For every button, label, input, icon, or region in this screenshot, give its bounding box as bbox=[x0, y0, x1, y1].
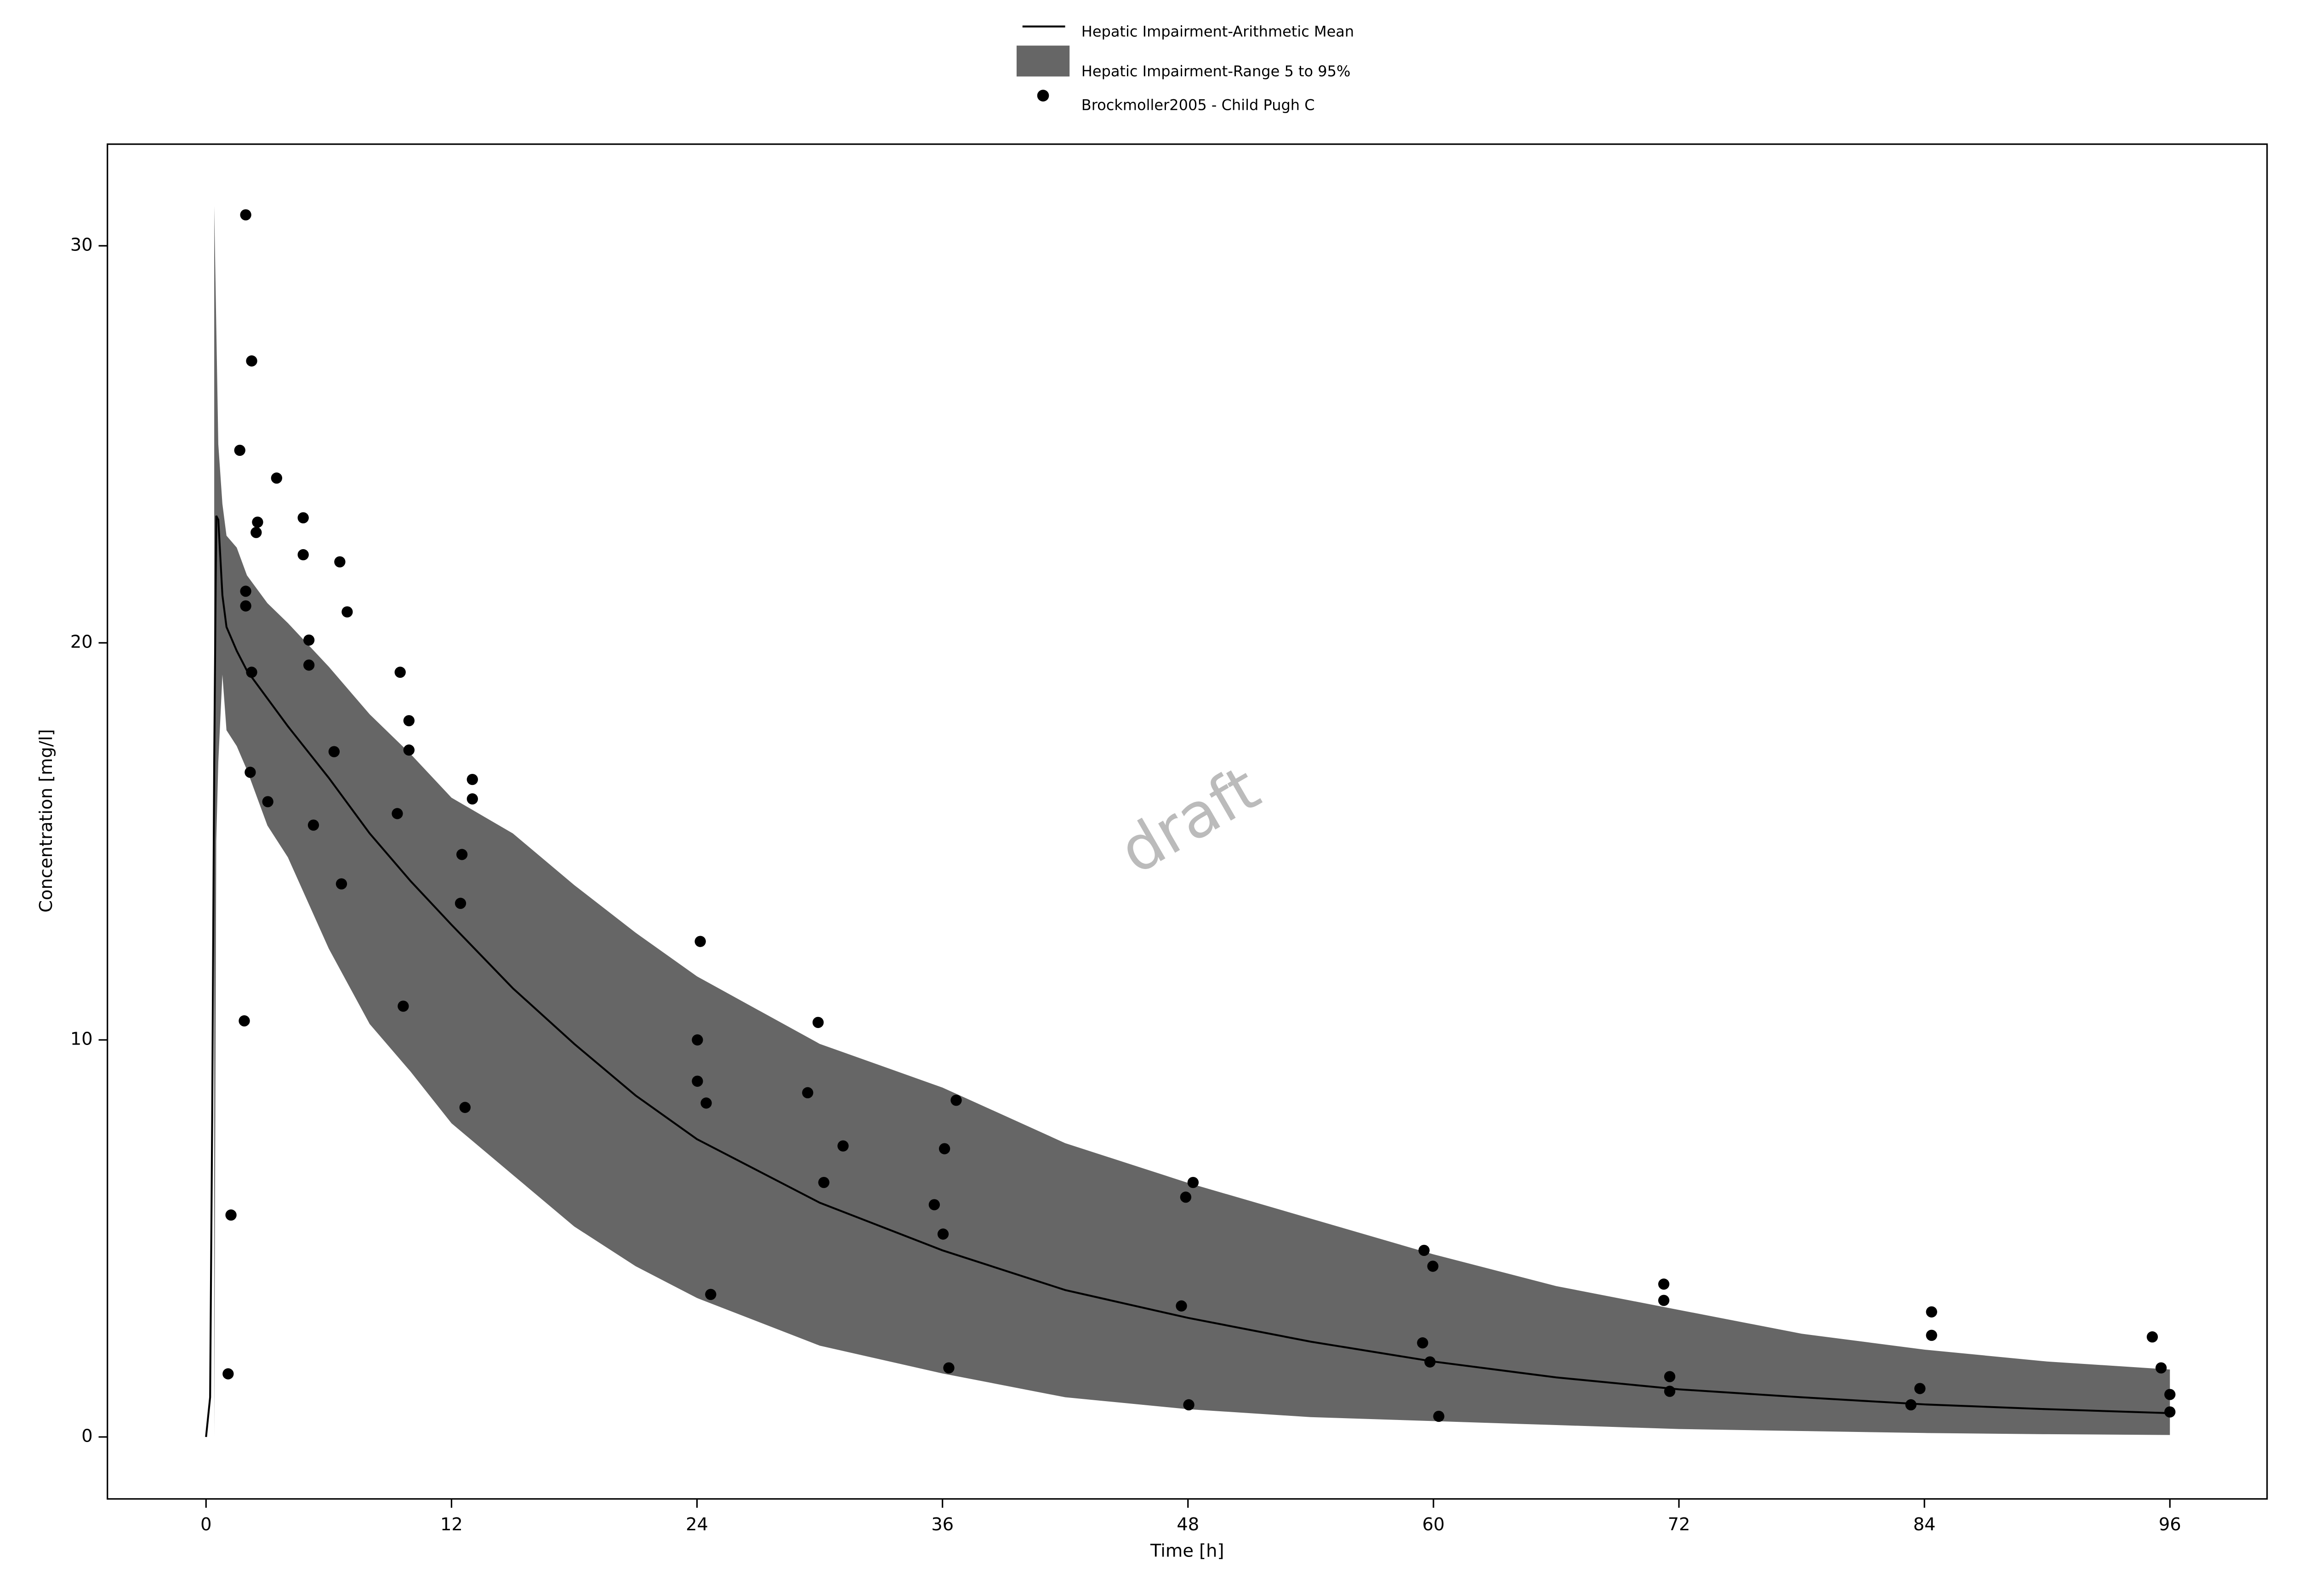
data-point bbox=[928, 1199, 940, 1210]
data-point bbox=[1424, 1356, 1436, 1368]
data-point bbox=[812, 1017, 824, 1028]
data-point bbox=[303, 634, 315, 646]
legend-label: Hepatic Impairment-Arithmetic Mean bbox=[1081, 23, 1354, 40]
range-band bbox=[214, 206, 2170, 1437]
data-point bbox=[694, 936, 706, 947]
data-point bbox=[328, 746, 340, 757]
data-point bbox=[2146, 1331, 2158, 1343]
data-point bbox=[692, 1075, 703, 1087]
data-point bbox=[1433, 1410, 1445, 1422]
data-point bbox=[245, 767, 256, 778]
data-point bbox=[837, 1140, 849, 1152]
data-point bbox=[1664, 1386, 1676, 1397]
data-point bbox=[1183, 1399, 1195, 1411]
data-point bbox=[937, 1228, 949, 1240]
data-point bbox=[1658, 1278, 1670, 1290]
x-tick-label: 12 bbox=[440, 1514, 463, 1535]
data-point bbox=[303, 659, 315, 671]
data-point bbox=[692, 1034, 703, 1046]
data-point bbox=[2164, 1389, 2176, 1400]
data-point bbox=[307, 819, 319, 831]
data-point bbox=[2155, 1362, 2167, 1374]
legend-swatch bbox=[1016, 45, 1070, 77]
data-point bbox=[950, 1095, 962, 1106]
data-point bbox=[1176, 1300, 1187, 1312]
data-point bbox=[334, 556, 346, 568]
y-tick-label: 10 bbox=[70, 1028, 93, 1049]
data-point bbox=[341, 606, 353, 618]
data-point bbox=[403, 715, 415, 727]
data-point bbox=[1926, 1329, 1937, 1341]
x-tick-label: 0 bbox=[200, 1514, 211, 1535]
data-point bbox=[1427, 1261, 1439, 1272]
data-point bbox=[455, 897, 466, 909]
data-point bbox=[802, 1087, 813, 1099]
data-point bbox=[1658, 1295, 1670, 1306]
data-point bbox=[705, 1289, 717, 1300]
data-point bbox=[246, 666, 257, 678]
data-point bbox=[466, 793, 478, 805]
data-point bbox=[459, 1102, 471, 1113]
data-point bbox=[252, 517, 263, 528]
x-tick-label: 96 bbox=[2159, 1514, 2181, 1535]
data-point bbox=[818, 1176, 830, 1188]
data-point bbox=[240, 209, 251, 221]
data-point bbox=[246, 355, 257, 367]
mean-line bbox=[205, 515, 2170, 1437]
x-tick-label: 48 bbox=[1177, 1514, 1199, 1535]
data-point bbox=[1187, 1176, 1199, 1188]
data-point bbox=[225, 1209, 237, 1221]
data-point bbox=[394, 666, 406, 678]
data-point bbox=[1905, 1399, 1917, 1411]
data-point bbox=[466, 773, 478, 785]
y-tick-label: 0 bbox=[81, 1426, 92, 1446]
legend-swatch bbox=[1037, 90, 1049, 102]
data-point bbox=[234, 444, 245, 456]
y-axis-label: Concentration [mg/l] bbox=[36, 729, 57, 912]
data-point bbox=[240, 585, 251, 597]
data-point bbox=[943, 1362, 955, 1374]
data-point bbox=[222, 1368, 234, 1380]
x-tick-label: 72 bbox=[1668, 1514, 1690, 1535]
data-point bbox=[2164, 1406, 2176, 1418]
data-point bbox=[392, 808, 403, 819]
data-point bbox=[1664, 1371, 1676, 1382]
legend: Hepatic Impairment-Arithmetic Mean Hepati… bbox=[1016, 23, 1354, 114]
data-point bbox=[700, 1097, 712, 1109]
watermark: draft bbox=[1108, 752, 1271, 888]
data-point bbox=[297, 549, 309, 561]
data-point bbox=[271, 472, 283, 484]
x-axis-label: Time [h] bbox=[1150, 1540, 1224, 1561]
data-point bbox=[403, 744, 415, 756]
x-tick-label: 24 bbox=[686, 1514, 708, 1535]
data-point bbox=[398, 1000, 409, 1012]
data-point bbox=[1914, 1383, 1926, 1394]
data-point bbox=[939, 1143, 950, 1154]
data-point bbox=[1180, 1191, 1192, 1203]
x-tick-label: 36 bbox=[931, 1514, 954, 1535]
data-point bbox=[239, 1015, 250, 1027]
data-point bbox=[297, 512, 309, 523]
data-point bbox=[250, 527, 262, 538]
data-point bbox=[336, 878, 347, 890]
legend-label: Brockmoller2005 - Child Pugh C bbox=[1081, 96, 1315, 114]
data-point bbox=[1417, 1337, 1428, 1349]
y-tick-label: 20 bbox=[70, 631, 93, 652]
data-point bbox=[456, 849, 468, 860]
data-point bbox=[240, 600, 251, 612]
data-point bbox=[1418, 1244, 1430, 1256]
data-point bbox=[262, 796, 273, 807]
y-tick-label: 30 bbox=[70, 234, 93, 255]
data-point bbox=[1926, 1306, 1937, 1318]
x-tick-label: 84 bbox=[1913, 1514, 1936, 1535]
x-tick-label: 60 bbox=[1422, 1514, 1445, 1535]
legend-label: Hepatic Impairment-Range 5 to 95% bbox=[1081, 62, 1351, 80]
